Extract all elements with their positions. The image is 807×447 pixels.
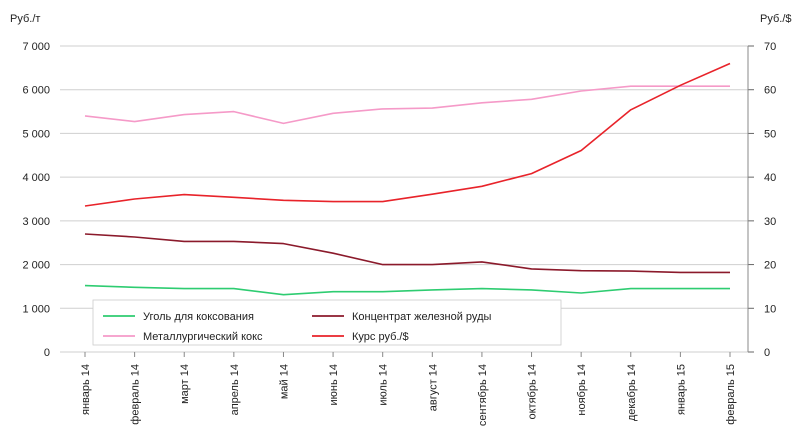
right-axis-unit: Руб./$	[760, 13, 792, 25]
x-tick-label: ноябрь 14	[576, 364, 588, 416]
series-line	[84, 233, 730, 274]
right-tick-label: 10	[764, 303, 776, 315]
x-tick-label: март 14	[179, 364, 191, 404]
right-tick-label: 20	[764, 260, 776, 272]
left-tick-label: 3 000	[22, 216, 50, 228]
legend-label: Концентрат железной руды	[352, 311, 491, 323]
right-tick-label: 0	[764, 347, 770, 359]
right-tick-label: 70	[764, 41, 776, 53]
right-tick-label: 50	[764, 128, 776, 140]
left-tick-label: 7 000	[22, 41, 50, 53]
series-line	[84, 62, 731, 207]
x-tick-label: январь 15	[675, 364, 687, 415]
right-tick-label: 40	[764, 172, 776, 184]
left-tick-label: 0	[44, 347, 50, 359]
right-tick-label: 60	[764, 85, 776, 97]
left-tick-label: 2 000	[22, 260, 50, 272]
x-tick-label: май 14	[278, 364, 290, 399]
x-tick-label: август 14	[427, 364, 439, 411]
left-axis-unit: Руб./т	[10, 13, 40, 25]
legend-label: Металлургический кокс	[143, 331, 263, 343]
left-tick-label: 6 000	[22, 85, 50, 97]
left-tick-label: 4 000	[22, 172, 50, 184]
x-axis-ticks: январь 14 февраль 14 март 14 апрель 14 май 1…	[80, 352, 737, 426]
right-tick-label: 30	[764, 216, 776, 228]
legend: Уголь для коксования Концентрат железной …	[92, 299, 562, 346]
left-tick-label: 1 000	[22, 303, 50, 315]
right-axis-ticks: 0 10 20 30 40 50 60 70	[764, 41, 776, 359]
legend-box	[92, 299, 562, 346]
x-tick-label: сентябрь 14	[477, 364, 489, 426]
series-line	[84, 85, 730, 125]
x-tick-label: апрель 14	[229, 364, 241, 415]
x-tick-label: декабрь 14	[626, 364, 638, 421]
left-axis-ticks: 0 1 000 2 000 3 000 4 000 5 000 6 000 7 000	[22, 41, 50, 359]
x-tick-label: январь 14	[80, 364, 92, 415]
x-tick-label: июнь 14	[328, 364, 340, 406]
x-tick-label: октябрь 14	[527, 364, 539, 420]
series-line	[84, 284, 730, 296]
series-lines	[84, 62, 731, 296]
left-tick-label: 5 000	[22, 128, 50, 140]
x-tick-label: февраль 14	[130, 364, 142, 425]
legend-label: Курс руб./$	[352, 331, 409, 343]
legend-label: Уголь для коксования	[143, 311, 254, 323]
x-tick-label: июль 14	[378, 364, 390, 406]
x-tick-label: февраль 15	[725, 364, 737, 425]
